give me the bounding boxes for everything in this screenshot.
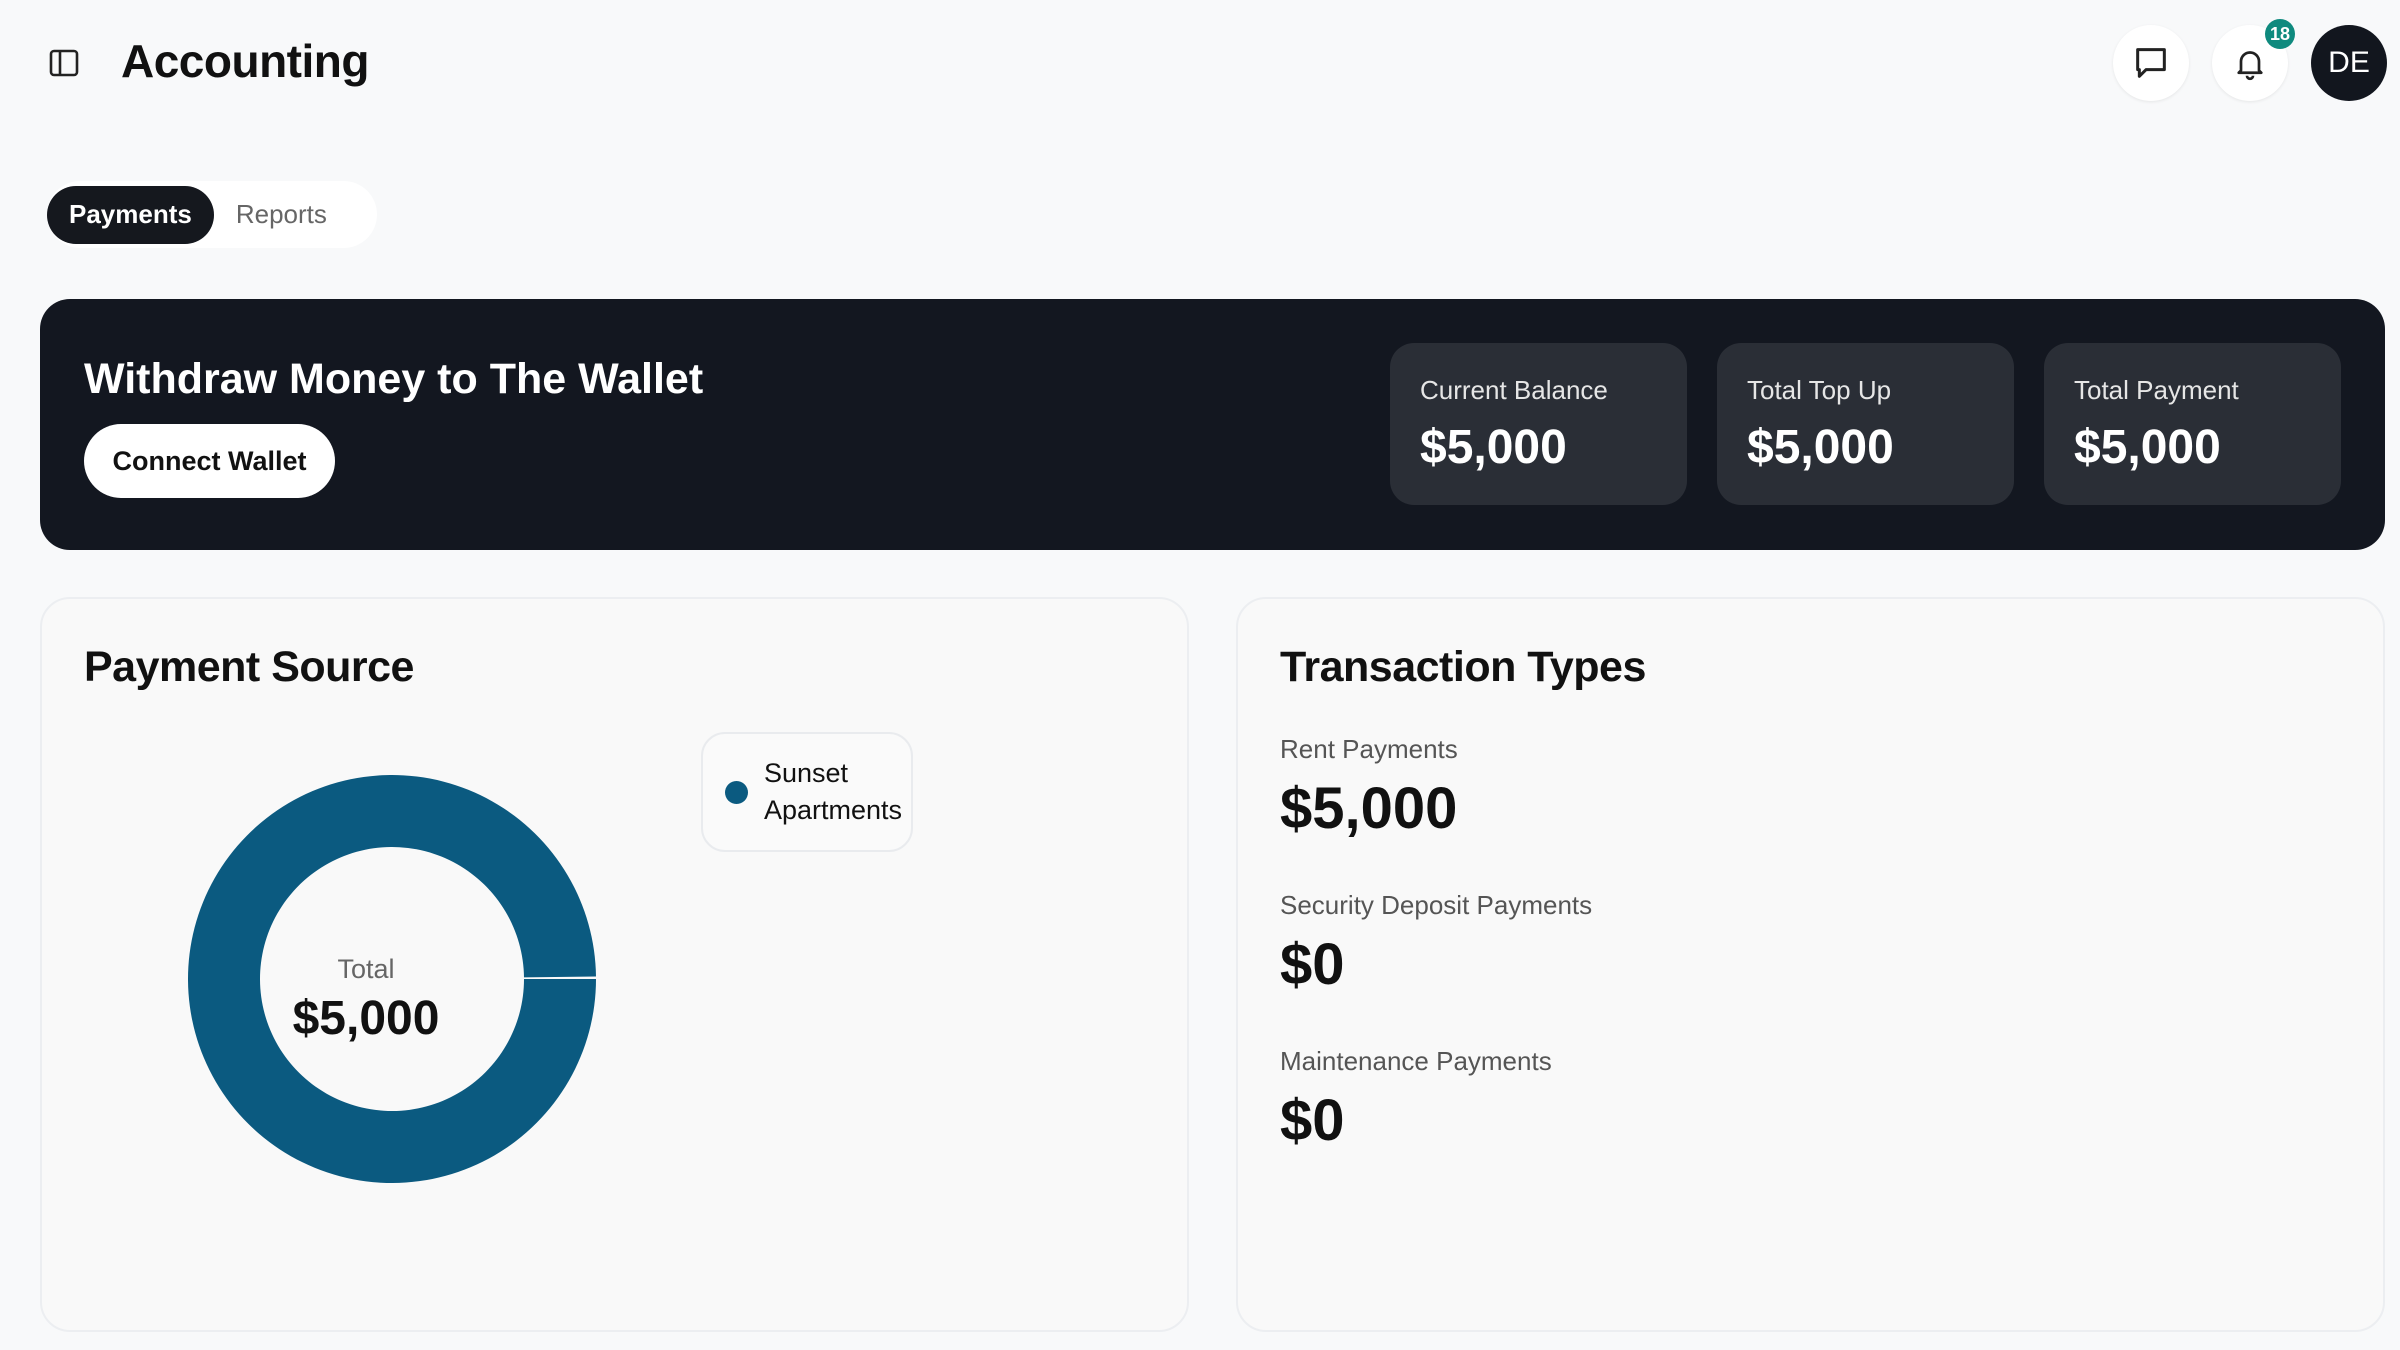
donut-center: Total $5,000	[266, 954, 466, 1046]
transaction-value: $0	[1280, 932, 1345, 997]
stat-value: $5,000	[1420, 421, 1567, 474]
chat-icon	[2136, 48, 2166, 78]
stat-current-balance: Current Balance $5,000	[1390, 343, 1687, 505]
avatar[interactable]: DE	[2311, 25, 2387, 101]
transaction-types-panel: Transaction Types Rent Payments $5,000 Se…	[1236, 597, 2385, 1332]
panel-title: Payment Source	[84, 643, 414, 691]
transaction-label: Security Deposit Payments	[1280, 890, 1593, 920]
donut-chart	[188, 775, 596, 1184]
withdraw-banner	[40, 299, 2385, 550]
total-value: $5,000	[292, 992, 440, 1045]
transaction-value: $0	[1280, 1088, 1345, 1153]
stat-value: $5,000	[2074, 421, 2221, 474]
notification-badge: 18	[2265, 19, 2295, 49]
messages-button[interactable]	[2113, 25, 2189, 101]
transaction-value: $5,000	[1280, 776, 1458, 841]
transaction-rent: Rent Payments $5,000	[1280, 734, 1458, 842]
legend-label: Sunset Apartments	[764, 758, 903, 825]
stat-label: Total Top Up	[1747, 375, 1892, 405]
stat-total-payment: Total Payment $5,000	[2044, 343, 2341, 505]
bell-icon	[2237, 51, 2263, 81]
stat-label: Current Balance	[1420, 375, 1608, 405]
panel-title: Transaction Types	[1280, 643, 1646, 691]
payment-source-panel: Payment Source Total $5,000 Sunset Apart…	[40, 597, 1189, 1332]
total-label: Total	[337, 954, 395, 984]
transaction-security-deposit: Security Deposit Payments $0	[1280, 890, 1592, 998]
banner-title: Withdraw Money to The Wallet	[84, 355, 704, 403]
stat-value: $5,000	[1747, 421, 1894, 474]
donut-slice[interactable]	[188, 775, 596, 1184]
tab-payments[interactable]: Payments	[47, 185, 214, 244]
tab-reports[interactable]: Reports	[235, 199, 327, 229]
page-title: Accounting	[121, 35, 369, 87]
chart-legend: Sunset Apartments	[701, 732, 913, 852]
stat-total-top-up: Total Top Up $5,000	[1717, 343, 2014, 505]
legend-swatch	[725, 780, 748, 804]
transaction-label: Rent Payments	[1280, 734, 1458, 764]
transaction-maintenance: Maintenance Payments $0	[1280, 1046, 1552, 1154]
stat-label: Total Payment	[2074, 375, 2239, 405]
transaction-label: Maintenance Payments	[1280, 1046, 1552, 1076]
tab-bar: Payments Reports	[47, 181, 377, 248]
sidebar-toggle-icon[interactable]	[48, 48, 80, 78]
connect-wallet-button[interactable]: Connect Wallet	[84, 424, 335, 498]
